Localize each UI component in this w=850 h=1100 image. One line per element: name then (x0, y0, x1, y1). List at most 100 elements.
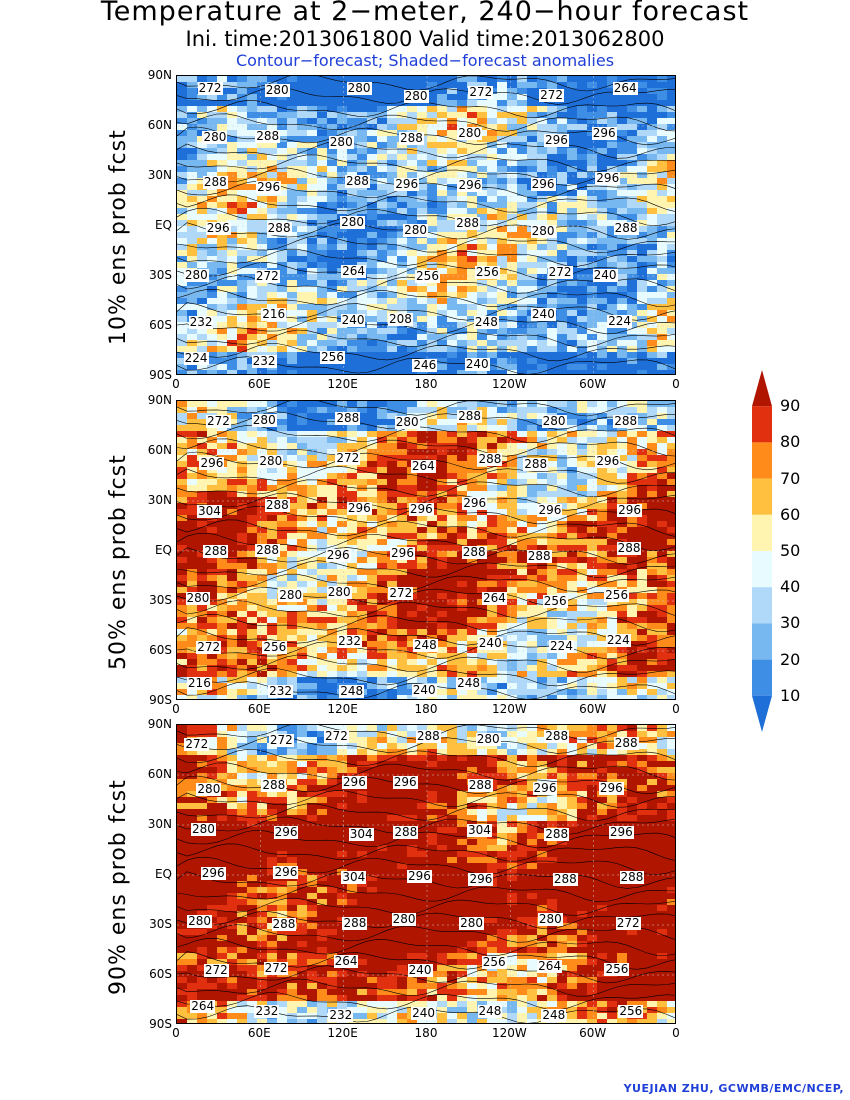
contour-label: 280 (394, 414, 420, 429)
lon-tick-label: 60E (247, 377, 271, 391)
contour-label: 296 (346, 501, 372, 516)
lat-tick-label: EQ (154, 543, 172, 557)
contour-label: 256 (320, 350, 345, 365)
contour-label: 288 (526, 548, 552, 563)
lat-tick-label: 30N (147, 168, 172, 182)
contour-label: 256 (474, 265, 500, 280)
lon-tick-label: 180 (414, 702, 438, 716)
contour-label: 296 (537, 502, 563, 517)
contour-label: 280 (264, 83, 290, 98)
contour-label: 288 (477, 452, 503, 467)
contour-label: 256 (415, 269, 440, 284)
colorbar-segment (752, 514, 772, 551)
colorbar-level-label: 30 (780, 613, 801, 633)
contour-label: 288 (552, 872, 578, 887)
lon-tick-label: 0 (172, 377, 180, 391)
contour-label: 232 (328, 1008, 354, 1022)
colorbar-level-label: 20 (780, 649, 801, 669)
contour-label: 288 (523, 457, 549, 472)
contour-label: 296 (273, 864, 299, 879)
lat-tick-label: 60N (147, 443, 172, 457)
colorbar-segment (752, 370, 772, 407)
contour-label: 296 (256, 179, 282, 194)
contour-label: 272 (254, 269, 280, 284)
contour-label: 280 (403, 89, 429, 104)
lon-tick-label: 0 (672, 377, 680, 391)
contour-label: 208 (388, 311, 413, 326)
contour-label: 288 (202, 174, 228, 189)
contour-label: 280 (340, 215, 366, 230)
contour-label: 296 (200, 866, 226, 881)
colorbar-segment (752, 478, 772, 515)
contour-label: 272 (388, 586, 414, 601)
contour-label: 248 (456, 675, 482, 690)
contour-label: 296 (406, 869, 432, 884)
colorbar-level-label: 60 (780, 504, 801, 524)
contour-label: 272 (547, 264, 573, 279)
lat-tick-label: 30N (147, 493, 172, 507)
contour-label: 296 (390, 546, 415, 561)
colorbar-level-label: 90 (780, 396, 801, 416)
lon-tick-label: 120E (327, 702, 358, 716)
lat-tick-label: 90N (147, 393, 172, 407)
contour-label: 296 (457, 178, 483, 193)
lat-tick-label: 90S (149, 1017, 172, 1031)
lon-tick-label: 0 (672, 1026, 680, 1040)
contour-label: 216 (186, 675, 212, 690)
contour-label: 296 (543, 133, 569, 148)
lon-tick-label: 0 (672, 702, 680, 716)
lon-tick-label: 60E (247, 1026, 271, 1040)
lat-tick-label: EQ (154, 218, 172, 232)
contour-label: 304 (466, 822, 492, 837)
contour-label: 296 (608, 825, 634, 840)
contour-label: 280 (537, 912, 563, 927)
contour-label: 280 (459, 915, 485, 930)
lon-tick-label: 0 (172, 1026, 180, 1040)
contour-label: 272 (335, 450, 361, 465)
lon-tick-label: 180 (414, 377, 438, 391)
contour-label: 280 (457, 126, 483, 141)
lon-tick-label: 180 (414, 1026, 438, 1040)
lat-tick-label: 90S (149, 693, 172, 707)
contour-label: 296 (199, 456, 225, 471)
colorbar-level-label: 70 (780, 468, 801, 488)
contour-label: 280 (475, 731, 501, 746)
colorbar (752, 370, 772, 732)
map-panel-1: 272 280 280 280 272 272 264 280 288 280 288 280 296 2… (176, 75, 676, 375)
contour-label: 264 (482, 591, 507, 606)
contour-label: 288 (619, 869, 645, 884)
contour-label: 280 (196, 781, 222, 796)
lat-tick-label: 30S (149, 593, 172, 607)
contour-label: 272 (268, 732, 294, 747)
contour-label: 224 (605, 633, 631, 648)
contour-label: 272 (324, 729, 349, 744)
lat-tick-label: 90N (147, 717, 172, 731)
contour-label: 296 (595, 170, 621, 185)
colorbar-level-label: 80 (780, 432, 801, 452)
contour-label: 296 (530, 177, 556, 192)
contour-label: 246 (412, 358, 438, 373)
contour-label: 248 (412, 637, 438, 652)
contour-label: 288 (342, 916, 368, 931)
contour-label: 280 (391, 912, 417, 927)
contour-label: 248 (473, 314, 499, 329)
contour-label: 272 (468, 85, 494, 100)
contour-label: 288 (255, 543, 280, 558)
contour-label: 296 (325, 547, 351, 562)
contour-label: 240 (411, 1005, 437, 1020)
lon-tick-label: 60E (247, 702, 271, 716)
lat-tick-label: 60S (149, 318, 172, 332)
contour-label: 288 (398, 130, 424, 145)
lon-tick-label: 0 (172, 702, 180, 716)
contour-label: 232 (188, 314, 214, 329)
contour-label: 256 (604, 961, 630, 976)
credit-text: YUEJIAN ZHU, GCWMB/EMC/NCEP, (623, 1082, 844, 1095)
contour-label: 240 (411, 682, 437, 697)
lat-tick-label: EQ (154, 867, 172, 881)
anomaly-field (177, 401, 675, 699)
contour-label: 288 (335, 410, 361, 425)
colorbar-segment (752, 406, 772, 443)
contour-label: 288 (461, 544, 487, 559)
contour-label: 280 (278, 588, 304, 603)
colorbar-segment (752, 551, 772, 588)
